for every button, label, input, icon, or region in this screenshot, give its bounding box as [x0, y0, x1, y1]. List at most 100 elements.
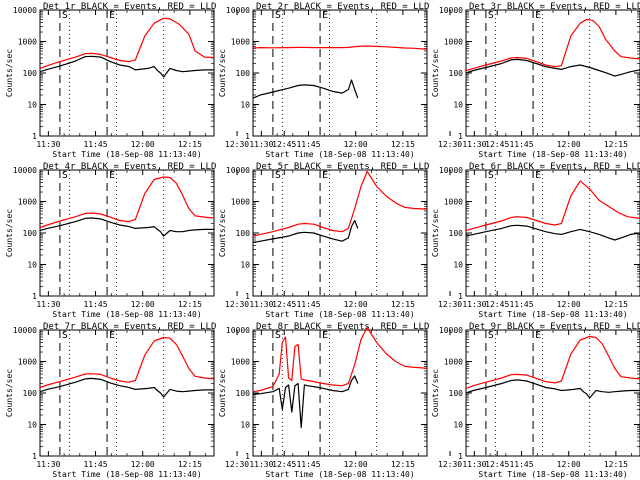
- x-tick-label: 12:45: [485, 140, 509, 149]
- y-tick-label: 10000: [13, 326, 37, 335]
- end-marker-label: E: [109, 330, 115, 341]
- y-tick-label: 10000: [439, 166, 463, 175]
- chart-panel-9: Det 9r BLACK = Events, RED = LLD 1 10 100 10…: [431, 322, 640, 479]
- series-line-lld: [39, 336, 215, 389]
- y-axis-label: Counts/sec: [5, 369, 14, 417]
- end-marker-label: E: [109, 10, 115, 21]
- chart-title: Det 3r BLACK = Events, RED = LLD: [469, 2, 640, 12]
- end-marker-label: E: [535, 330, 541, 341]
- x-axis-label: Start Time (18-Sep-08 11:13:40): [52, 310, 201, 319]
- x-tick-label: 11:30: [249, 460, 273, 469]
- y-tick-label: 1000: [231, 358, 250, 367]
- y-tick-label: 10: [27, 421, 37, 430]
- chart-title: Det 1r BLACK = Events, RED = LLD: [43, 2, 216, 12]
- y-tick-label: 10: [453, 101, 463, 110]
- chart-title: Det 6r BLACK = Events, RED = LLD: [469, 162, 640, 172]
- y-axis-label: Counts/sec: [431, 369, 440, 417]
- chart-panel-3: Det 3r BLACK = Events, RED = LLD 1 10 100 10…: [431, 2, 640, 159]
- y-tick-label: 1000: [231, 38, 250, 47]
- x-tick-label: 11:30: [36, 300, 60, 309]
- y-tick-label: 1: [458, 452, 463, 461]
- y-axis-label: Counts/sec: [5, 209, 14, 257]
- x-tick-label: 11:45: [83, 140, 107, 149]
- chart-panel-2: Det 2r BLACK = Events, RED = LLD 1 10 100 10…: [218, 2, 509, 159]
- y-tick-label: 1000: [444, 358, 463, 367]
- x-axis-label: Start Time (18-Sep-08 11:13:40): [52, 470, 201, 479]
- series-line-lld: [465, 18, 640, 72]
- series-line-events: [252, 79, 359, 99]
- x-tick-label: 12:45: [485, 460, 509, 469]
- x-axis-label: Start Time (18-Sep-08 11:13:40): [478, 150, 627, 159]
- x-tick-label: 11:45: [296, 140, 320, 149]
- y-tick-label: 100: [449, 69, 464, 78]
- x-tick-label: 12:00: [344, 300, 368, 309]
- x-tick-label: 12:15: [178, 300, 202, 309]
- chart-title: Det 5r BLACK = Events, RED = LLD: [256, 162, 429, 172]
- end-marker-label: E: [535, 170, 541, 181]
- chart-panel-8: Det 8r BLACK = Events, RED = LLD 1 10 100 10…: [218, 322, 509, 479]
- end-marker-label: E: [322, 10, 328, 21]
- x-axis-label: Start Time (18-Sep-08 11:13:40): [478, 310, 627, 319]
- y-tick-label: 10: [240, 101, 250, 110]
- start-marker-label: S: [275, 170, 281, 181]
- series-line-events: [465, 58, 640, 77]
- x-tick-label: 12:00: [557, 140, 581, 149]
- x-tick-label: 11:45: [83, 460, 107, 469]
- y-tick-label: 1: [245, 452, 250, 461]
- plot-frame: [465, 9, 640, 137]
- y-tick-label: 100: [236, 229, 251, 238]
- y-tick-label: 10000: [13, 6, 37, 15]
- y-tick-label: 1: [458, 132, 463, 141]
- series-line-events: [252, 219, 359, 244]
- x-tick-label: 11:45: [509, 460, 533, 469]
- series-line-events: [39, 377, 214, 398]
- plot-frame: [252, 329, 428, 457]
- x-axis-label: Start Time (18-Sep-08 11:13:40): [52, 150, 201, 159]
- x-tick-label: 12:15: [604, 140, 628, 149]
- start-marker-label: S: [275, 10, 281, 21]
- plot-frame: [465, 329, 640, 457]
- end-marker-label: E: [322, 330, 328, 341]
- x-tick-label: 12:45: [272, 300, 296, 309]
- end-marker-label: E: [109, 170, 115, 181]
- chart-panel-1: Det 1r BLACK = Events, RED = LLD 1 10 100 10…: [5, 2, 296, 159]
- x-tick-label: 11:30: [462, 140, 486, 149]
- y-axis-label: Counts/sec: [218, 49, 227, 97]
- x-tick-label: 12:45: [272, 460, 296, 469]
- x-tick-label: 12:15: [178, 460, 202, 469]
- chart-panel-5: Det 5r BLACK = Events, RED = LLD 1 10 100 10…: [218, 162, 509, 319]
- x-tick-label: 12:45: [272, 140, 296, 149]
- y-tick-label: 10: [240, 421, 250, 430]
- y-tick-label: 1000: [444, 198, 463, 207]
- y-tick-label: 10: [453, 261, 463, 270]
- y-tick-label: 10000: [439, 326, 463, 335]
- series-line-lld: [253, 326, 428, 393]
- y-tick-label: 1: [245, 292, 250, 301]
- start-marker-label: S: [62, 170, 68, 181]
- y-tick-label: 1000: [231, 198, 250, 207]
- x-tick-label: 12:00: [344, 140, 368, 149]
- series-line-events: [465, 379, 640, 399]
- y-tick-label: 10: [240, 261, 250, 270]
- plot-frame: [39, 9, 215, 137]
- y-tick-label: 10000: [226, 166, 250, 175]
- x-tick-label: 12:15: [391, 300, 415, 309]
- y-tick-label: 1: [32, 452, 37, 461]
- start-marker-label: S: [488, 10, 494, 21]
- y-tick-label: 1: [32, 132, 37, 141]
- chart-title: Det 9r BLACK = Events, RED = LLD: [469, 322, 640, 332]
- x-tick-label: 12:00: [131, 460, 155, 469]
- y-tick-label: 100: [236, 69, 251, 78]
- chart-panel-7: Det 7r BLACK = Events, RED = LLD 1 10 100 10…: [5, 322, 296, 479]
- x-tick-label: 12:15: [178, 140, 202, 149]
- y-tick-label: 100: [23, 229, 38, 238]
- x-axis-label: Start Time (18-Sep-08 11:13:40): [478, 470, 627, 479]
- series-line-events: [39, 217, 214, 237]
- x-tick-label: 12:00: [344, 460, 368, 469]
- start-marker-label: S: [488, 330, 494, 341]
- x-tick-label: 11:45: [509, 140, 533, 149]
- x-axis-label: Start Time (18-Sep-08 11:13:40): [265, 310, 414, 319]
- chart-panel-6: Det 6r BLACK = Events, RED = LLD 1 10 100 10…: [431, 162, 640, 319]
- chart-title: Det 8r BLACK = Events, RED = LLD: [256, 322, 429, 332]
- x-tick-label: 11:30: [36, 140, 60, 149]
